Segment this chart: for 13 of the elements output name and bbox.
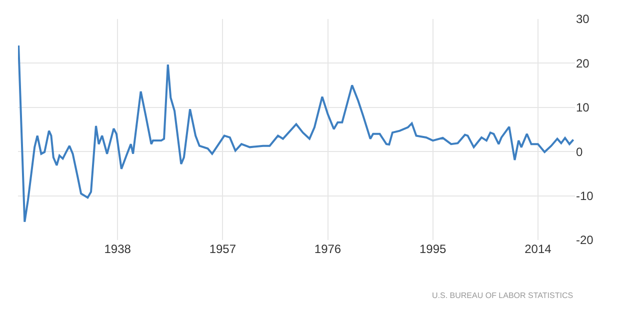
y-tick-label: -10	[576, 189, 594, 203]
line-series	[18, 44, 574, 223]
y-tick-label: -20	[576, 233, 594, 248]
x-tick-label: 1995	[420, 242, 447, 256]
x-tick-label: 1976	[314, 242, 342, 256]
text: U.S. BUREAU OF LABOR STATISTICS	[432, 291, 574, 300]
x-tick-label: 1957	[209, 242, 236, 256]
y-tick-label: 10	[576, 100, 590, 115]
x-tick-label: 1938	[104, 242, 132, 256]
y-tick-label: 20	[576, 56, 590, 70]
y-tick-label: 30	[576, 12, 590, 26]
y-tick-label: 0	[576, 144, 583, 159]
x-tick-label: 2014	[524, 242, 552, 256]
